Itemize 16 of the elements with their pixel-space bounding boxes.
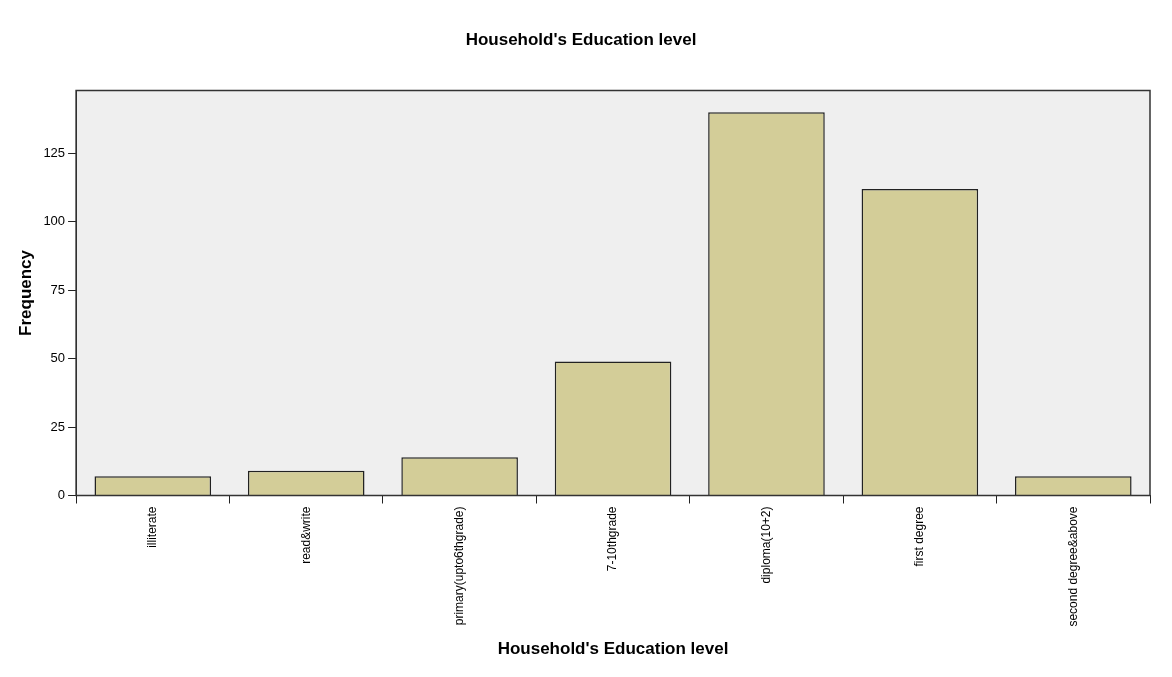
x-tick-label: 7-10thgrade (605, 506, 620, 572)
y-tick-label: 0 (57, 487, 66, 503)
y-tick-label: 25 (50, 418, 66, 434)
y-axis-title: Frequency (15, 249, 35, 336)
x-tick-label: first degree (912, 506, 927, 567)
y-tick-label: 100 (43, 213, 66, 229)
x-tick-label: illiterate (145, 506, 160, 548)
chart-title: Household's Education level (465, 29, 697, 49)
x-tick-label: second degree&above (1065, 506, 1080, 627)
x-tick-label: read&write (298, 506, 313, 564)
x-axis-title: Household's Education level (497, 639, 729, 659)
x-tick-label: diploma(10+2) (758, 506, 773, 584)
x-tick-label: primary(upto6thgrade) (451, 506, 466, 626)
y-tick-label: 50 (50, 350, 66, 366)
y-tick-label: 125 (43, 144, 66, 160)
y-tick-label: 75 (50, 281, 66, 297)
